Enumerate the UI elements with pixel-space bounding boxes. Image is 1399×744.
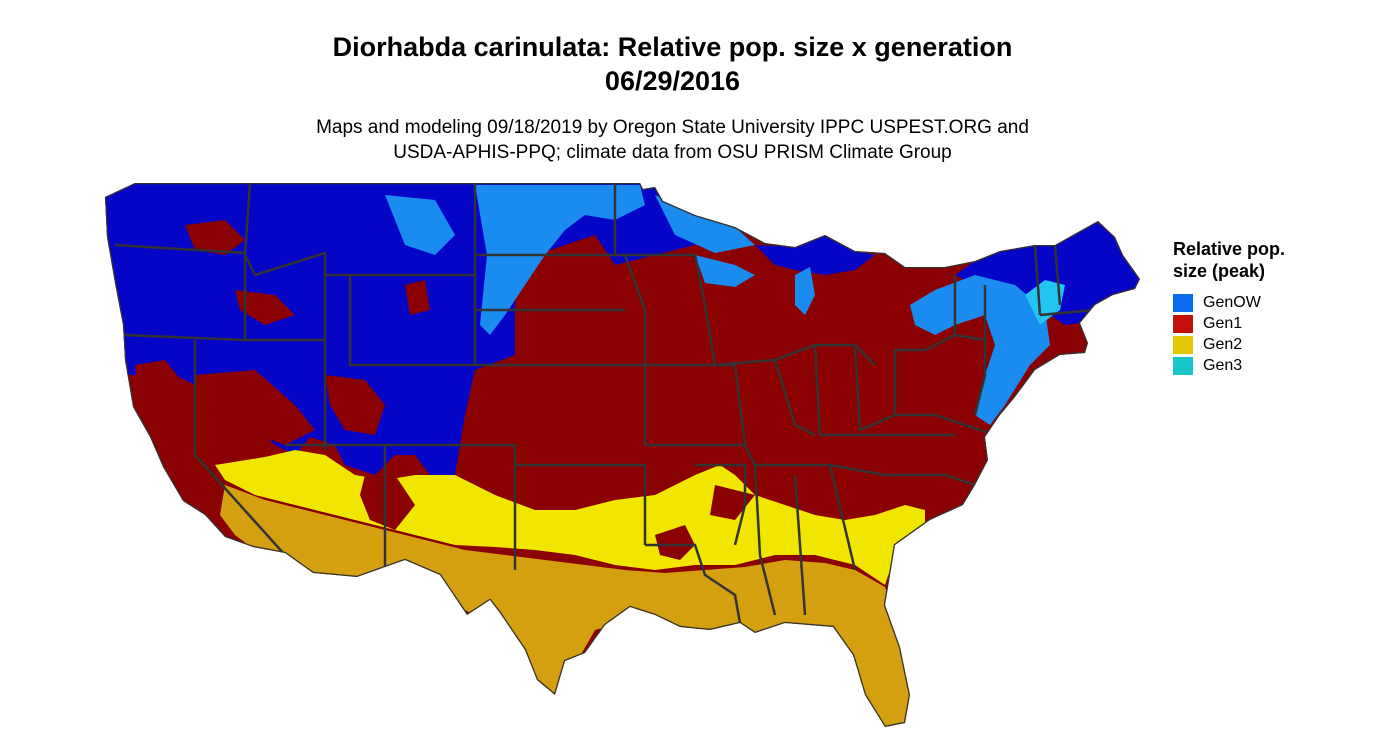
- legend-title-line2: size (peak): [1173, 261, 1266, 281]
- legend-swatch: [1173, 314, 1193, 333]
- map-subtitle-line2: USDA-APHIS-PPQ; climate data from OSU PR…: [393, 142, 952, 163]
- legend-item-gen3: Gen3: [1173, 355, 1373, 376]
- legend-label: Gen3: [1203, 356, 1243, 374]
- legend-label: Gen2: [1203, 335, 1243, 353]
- legend-label: Gen1: [1203, 314, 1243, 332]
- map-title: Diorhabda carinulata: Relative pop. size…: [332, 32, 1013, 62]
- legend-swatch: [1173, 335, 1193, 354]
- map-legend: Relative pop. size (peak) GenOW Gen1 Gen…: [1173, 238, 1373, 376]
- legend-swatch: [1173, 293, 1193, 312]
- legend-title-line1: Relative pop.: [1173, 239, 1286, 259]
- legend-item-genow: GenOW: [1173, 292, 1373, 313]
- legend-item-gen1: Gen1: [1173, 313, 1373, 334]
- legend-label: GenOW: [1203, 293, 1261, 311]
- legend-item-gen2: Gen2: [1173, 334, 1373, 355]
- us-map: [105, 183, 1140, 727]
- map-date: 06/29/2016: [604, 66, 741, 96]
- map-subtitle-line1: Maps and modeling 09/18/2019 by Oregon S…: [316, 117, 1029, 138]
- legend-swatch: [1173, 356, 1193, 375]
